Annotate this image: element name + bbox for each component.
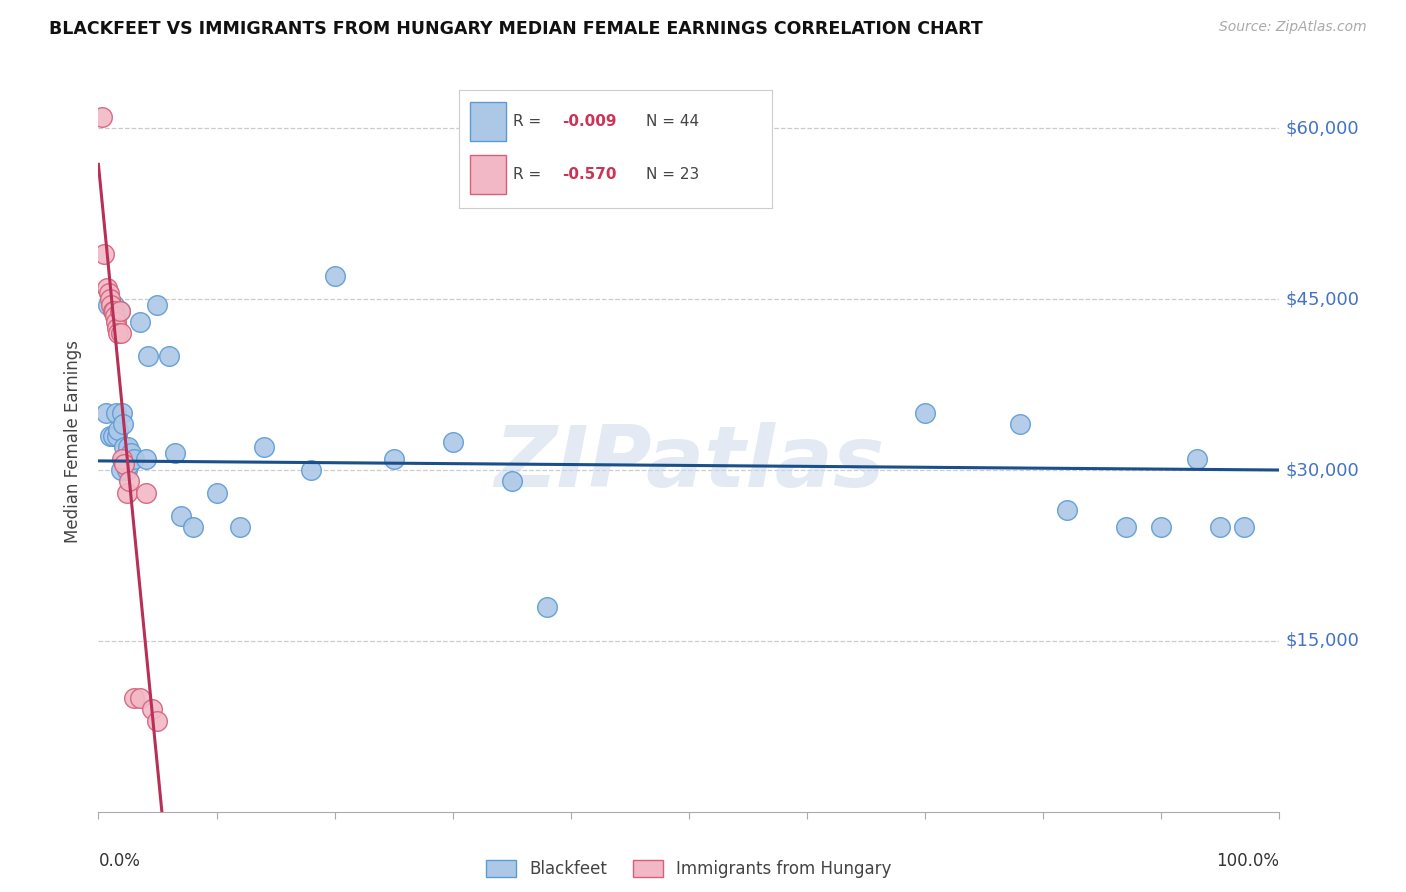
Point bbox=[536, 599, 558, 614]
Point bbox=[122, 690, 145, 705]
Point bbox=[441, 434, 464, 449]
Point bbox=[1233, 520, 1256, 534]
Text: BLACKFEET VS IMMIGRANTS FROM HUNGARY MEDIAN FEMALE EARNINGS CORRELATION CHART: BLACKFEET VS IMMIGRANTS FROM HUNGARY MED… bbox=[49, 20, 983, 37]
Text: ZIPatlas: ZIPatlas bbox=[494, 422, 884, 505]
Point bbox=[103, 303, 125, 318]
Point bbox=[111, 451, 134, 466]
Point bbox=[229, 520, 252, 534]
Point bbox=[170, 508, 193, 523]
Point bbox=[501, 475, 523, 489]
Point bbox=[1056, 503, 1078, 517]
Point bbox=[165, 446, 187, 460]
Point bbox=[101, 429, 124, 443]
Point bbox=[112, 417, 135, 432]
Point bbox=[1209, 520, 1232, 534]
Point bbox=[146, 298, 169, 312]
Point bbox=[1185, 451, 1208, 466]
Text: $30,000: $30,000 bbox=[1285, 461, 1360, 479]
Point bbox=[122, 451, 145, 466]
Point bbox=[100, 298, 122, 312]
Point bbox=[97, 298, 120, 312]
Point bbox=[157, 349, 180, 363]
Point bbox=[104, 310, 127, 324]
Text: $60,000: $60,000 bbox=[1285, 120, 1360, 137]
Point bbox=[115, 463, 138, 477]
Point bbox=[91, 110, 114, 124]
Point bbox=[108, 303, 131, 318]
Point bbox=[205, 485, 228, 500]
Y-axis label: Median Female Earnings: Median Female Earnings bbox=[65, 340, 83, 543]
Point bbox=[110, 463, 132, 477]
Text: 100.0%: 100.0% bbox=[1216, 853, 1279, 871]
Point bbox=[98, 292, 121, 306]
Point bbox=[98, 429, 121, 443]
Point bbox=[105, 315, 128, 329]
Point bbox=[382, 451, 405, 466]
Point bbox=[181, 520, 204, 534]
Point bbox=[107, 326, 129, 341]
Point bbox=[118, 458, 141, 472]
Point bbox=[136, 349, 159, 363]
Point bbox=[101, 303, 124, 318]
Point bbox=[105, 429, 128, 443]
Point bbox=[1008, 417, 1031, 432]
Point bbox=[103, 298, 125, 312]
Point bbox=[112, 458, 135, 472]
Text: Source: ZipAtlas.com: Source: ZipAtlas.com bbox=[1219, 20, 1367, 34]
Point bbox=[110, 326, 132, 341]
Point bbox=[299, 463, 322, 477]
Point bbox=[135, 485, 157, 500]
Point bbox=[128, 690, 150, 705]
Point bbox=[105, 320, 128, 334]
Point bbox=[146, 714, 169, 728]
Point bbox=[107, 423, 129, 437]
Point bbox=[93, 246, 115, 260]
Point bbox=[323, 269, 346, 284]
Legend: Blackfeet, Immigrants from Hungary: Blackfeet, Immigrants from Hungary bbox=[479, 854, 898, 885]
Text: $15,000: $15,000 bbox=[1285, 632, 1360, 650]
Point bbox=[112, 440, 135, 454]
Point bbox=[111, 406, 134, 420]
Point bbox=[118, 475, 141, 489]
Point bbox=[117, 440, 139, 454]
Point bbox=[115, 485, 138, 500]
Point bbox=[1150, 520, 1173, 534]
Point bbox=[135, 451, 157, 466]
Point bbox=[94, 406, 117, 420]
Point bbox=[141, 702, 163, 716]
Point bbox=[108, 303, 131, 318]
Point bbox=[914, 406, 936, 420]
Point bbox=[112, 451, 135, 466]
Point bbox=[98, 286, 121, 301]
Point bbox=[253, 440, 276, 454]
Text: $45,000: $45,000 bbox=[1285, 290, 1360, 308]
Point bbox=[1115, 520, 1137, 534]
Point bbox=[105, 406, 128, 420]
Text: 0.0%: 0.0% bbox=[98, 853, 141, 871]
Point bbox=[121, 446, 143, 460]
Point bbox=[96, 281, 118, 295]
Point bbox=[128, 315, 150, 329]
